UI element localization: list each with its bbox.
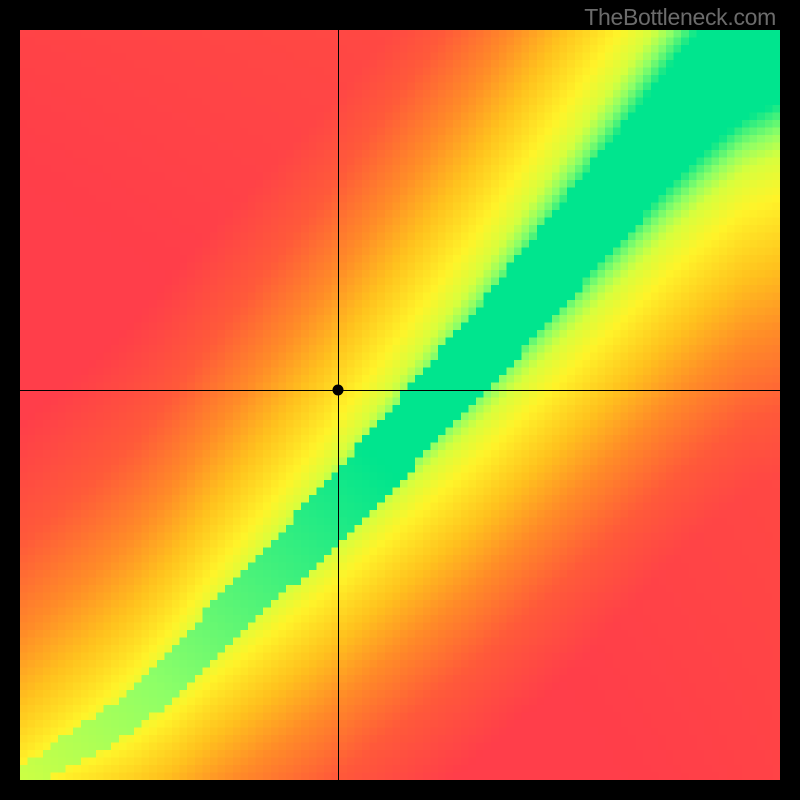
crosshair-marker bbox=[332, 385, 343, 396]
heatmap-plot bbox=[20, 30, 780, 780]
watermark-text: TheBottleneck.com bbox=[584, 4, 776, 31]
heatmap-canvas bbox=[20, 30, 780, 780]
crosshair-horizontal bbox=[20, 390, 780, 391]
crosshair-vertical bbox=[338, 30, 339, 780]
